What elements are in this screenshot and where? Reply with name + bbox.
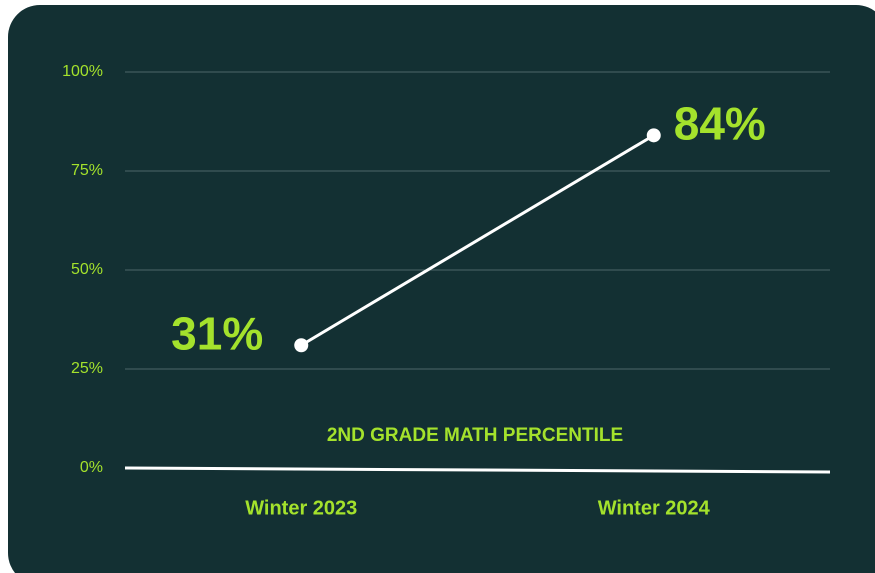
- y-tick-label: 75%: [71, 162, 103, 179]
- baseline: [124, 466, 831, 474]
- card-background: [8, 5, 875, 573]
- x-tick-label: Winter 2023: [245, 497, 357, 519]
- y-tick-label: 25%: [71, 360, 103, 377]
- line: [300, 134, 655, 347]
- value-label: 84%: [674, 98, 766, 150]
- chart-title: 2ND GRADE MATH PERCENTILE: [327, 425, 623, 446]
- y-tick-label: 0%: [80, 459, 103, 476]
- value-label: 31%: [171, 307, 263, 359]
- y-tick-label: 100%: [62, 63, 103, 80]
- point: [646, 128, 661, 143]
- y-tick-label: 50%: [71, 261, 103, 278]
- x-tick-label: Winter 2024: [598, 497, 711, 519]
- point: [294, 338, 309, 353]
